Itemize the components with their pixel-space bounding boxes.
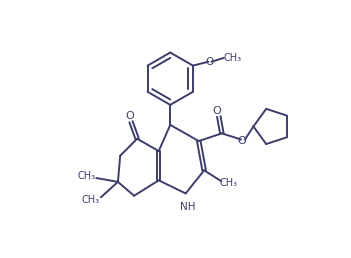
Text: CH₃: CH₃ bbox=[220, 178, 238, 188]
Text: O: O bbox=[213, 106, 221, 116]
Text: CH₃: CH₃ bbox=[224, 53, 242, 63]
Text: CH₃: CH₃ bbox=[77, 172, 95, 181]
Text: O: O bbox=[205, 57, 213, 67]
Text: CH₃: CH₃ bbox=[82, 195, 100, 205]
Text: O: O bbox=[238, 136, 246, 146]
Text: NH: NH bbox=[180, 202, 196, 212]
Text: O: O bbox=[126, 111, 134, 122]
